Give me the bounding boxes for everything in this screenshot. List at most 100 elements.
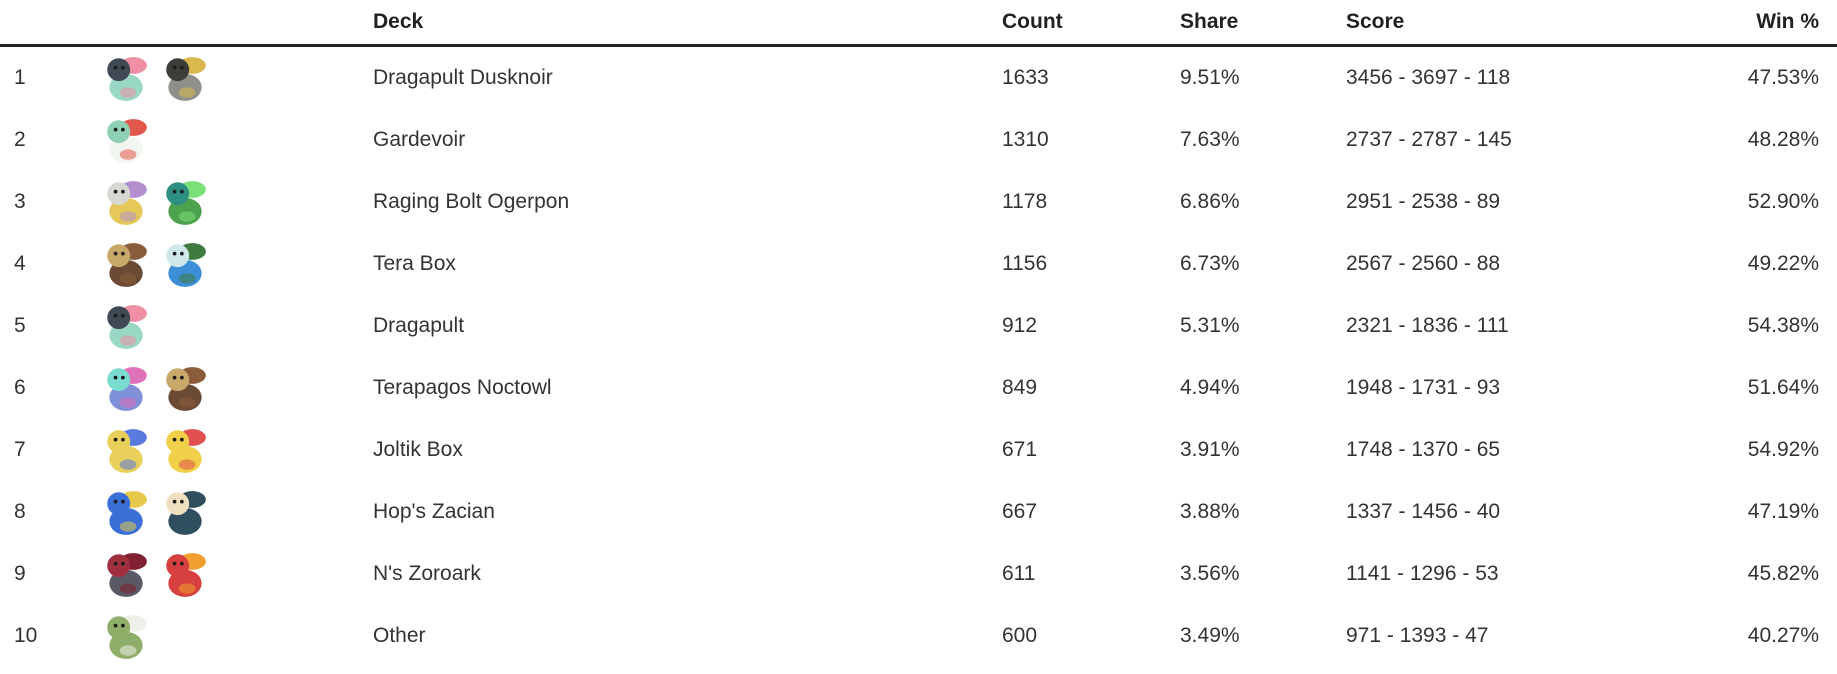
deck-table-row[interactable]: 3 Raging Bolt Ogerpon 1178 6.86% 2951 - … (0, 171, 1837, 233)
win-value: 54.92% (1747, 438, 1819, 461)
deck-name[interactable]: Dragapult (373, 314, 465, 337)
count-value: 1310 (1002, 128, 1049, 151)
zoroark-sprite-icon (100, 548, 152, 600)
share-value: 3.56% (1180, 562, 1240, 585)
score-value: 971 - 1393 - 47 (1346, 624, 1489, 647)
win-value: 54.38% (1747, 314, 1819, 337)
deck-table-row[interactable]: 4 Tera Box 1156 6.73% 2567 - 2560 - 88 4… (0, 233, 1837, 295)
win-value: 40.27% (1747, 624, 1819, 647)
deck-table-row[interactable]: 5 Dragapult 912 5.31% 2321 - 1836 - 111 … (0, 295, 1837, 357)
deck-name[interactable]: Terapagos Noctowl (373, 376, 552, 399)
deck-sprites (100, 47, 360, 109)
rank-value: 1 (14, 66, 26, 89)
deck-name[interactable]: Joltik Box (373, 438, 463, 461)
zacian-sprite-icon (100, 486, 152, 538)
win-value: 47.53% (1747, 66, 1819, 89)
share-value: 3.49% (1180, 624, 1240, 647)
rank-value: 7 (14, 438, 26, 461)
dragapult-sprite-icon (100, 52, 152, 104)
score-value: 2567 - 2560 - 88 (1346, 252, 1501, 275)
deck-name[interactable]: Hop's Zacian (373, 500, 495, 523)
share-value: 9.51% (1180, 66, 1240, 89)
count-value: 849 (1002, 376, 1038, 399)
rank-value: 4 (14, 252, 26, 275)
share-column-header: Share (1168, 0, 1334, 47)
noctowl-sprite-icon (159, 362, 211, 414)
substitute-sprite-icon (100, 610, 152, 662)
deck-table-row[interactable]: 10 Other 600 3.49% 971 - 1393 - 47 40.27… (0, 605, 1837, 667)
deck-sprites (100, 357, 360, 419)
deck-sprites (100, 233, 360, 295)
count-value: 667 (1002, 500, 1038, 523)
rank-value: 2 (14, 128, 26, 151)
deck-column-header: Deck (360, 0, 990, 47)
win-value: 48.28% (1747, 128, 1819, 151)
rank-column-header (0, 0, 100, 47)
share-value: 6.73% (1180, 252, 1240, 275)
count-value: 912 (1002, 314, 1038, 337)
share-value: 4.94% (1180, 376, 1240, 399)
deck-sprites (100, 109, 360, 171)
dusknoir-sprite-icon (159, 52, 211, 104)
count-value: 1156 (1002, 252, 1048, 275)
share-value: 5.31% (1180, 314, 1240, 337)
deck-table-row[interactable]: 7 Joltik Box 671 3.91% 1748 - 1370 - 65 … (0, 419, 1837, 481)
table-header-row: Deck Count Share Score Win % (0, 0, 1837, 47)
win-value: 45.82% (1747, 562, 1819, 585)
win-value: 52.90% (1747, 190, 1819, 213)
noctowl-sprite-icon (100, 238, 152, 290)
deck-name[interactable]: Dragapult Dusknoir (373, 66, 553, 89)
rank-value: 3 (14, 190, 26, 213)
count-value: 1178 (1002, 190, 1048, 213)
score-value: 2951 - 2538 - 89 (1346, 190, 1501, 213)
share-value: 3.91% (1180, 438, 1240, 461)
deck-sprites (100, 481, 360, 543)
deck-sprites (100, 295, 360, 357)
count-column-header: Count (990, 0, 1168, 47)
deck-name[interactable]: Gardevoir (373, 128, 466, 151)
deck-name[interactable]: Other (373, 624, 426, 647)
count-value: 611 (1002, 562, 1036, 585)
score-value: 2737 - 2787 - 145 (1346, 128, 1512, 151)
score-value: 1948 - 1731 - 93 (1346, 376, 1501, 399)
win-value: 47.19% (1747, 500, 1819, 523)
deck-sprites (100, 543, 360, 605)
deck-sprites (100, 171, 360, 233)
rank-value: 8 (14, 500, 26, 523)
snorlax-sprite-icon (159, 486, 211, 538)
dragapult-sprite-icon (100, 300, 152, 352)
pikachu-sprite-icon (159, 424, 211, 476)
deck-table-row[interactable]: 2 Gardevoir 1310 7.63% 2737 - 2787 - 145… (0, 109, 1837, 171)
share-value: 7.63% (1180, 128, 1240, 151)
deck-name[interactable]: N's Zoroark (373, 562, 481, 585)
deck-table-row[interactable]: 8 Hop's Zacian 667 3.88% 1337 - 1456 - 4… (0, 481, 1837, 543)
deck-table-row[interactable]: 9 N's Zoroark 611 3.56% 1141 - 1296 - 53… (0, 543, 1837, 605)
deck-sprites (100, 605, 360, 667)
score-value: 3456 - 3697 - 118 (1346, 66, 1511, 89)
count-value: 600 (1002, 624, 1038, 647)
ogerpon-teal-sprite-icon (159, 176, 211, 228)
raging-bolt-sprite-icon (100, 176, 152, 228)
rank-value: 6 (14, 376, 26, 399)
terapagos-sprite-icon (100, 362, 152, 414)
joltik-sprite-icon (100, 424, 152, 476)
rank-value: 5 (14, 314, 26, 337)
deck-name[interactable]: Tera Box (373, 252, 456, 275)
deck-sprites (100, 419, 360, 481)
deck-table-row[interactable]: 1 Dragapult Dusknoir 1633 9.51% 3456 - 3… (0, 46, 1837, 110)
score-value: 1337 - 1456 - 40 (1346, 500, 1501, 523)
deck-name[interactable]: Raging Bolt Ogerpon (373, 190, 570, 213)
ogerpon-wellspring-sprite-icon (159, 238, 211, 290)
win-column-header: Win % (1640, 0, 1837, 47)
score-value: 1141 - 1296 - 53 (1346, 562, 1499, 585)
score-value: 2321 - 1836 - 111 (1346, 314, 1509, 337)
count-value: 671 (1002, 438, 1038, 461)
deck-table-row[interactable]: 6 Terapagos Noctowl 849 4.94% 1948 - 173… (0, 357, 1837, 419)
win-value: 51.64% (1747, 376, 1819, 399)
score-value: 1748 - 1370 - 65 (1346, 438, 1501, 461)
count-value: 1633 (1002, 66, 1049, 89)
darmanitan-sprite-icon (159, 548, 211, 600)
gardevoir-sprite-icon (100, 114, 152, 166)
